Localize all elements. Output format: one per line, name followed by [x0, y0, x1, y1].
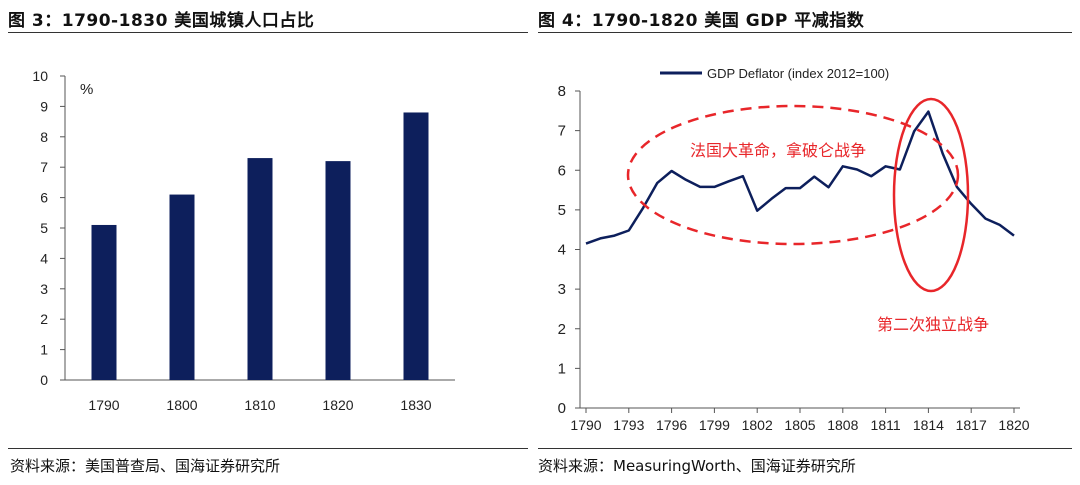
french-revolution-ellipse — [626, 104, 960, 246]
x-tick-label: 1799 — [699, 417, 730, 433]
x-tick-label: 1790 — [88, 397, 119, 413]
war-1812-label: 第二次独立战争 — [877, 316, 989, 334]
x-tick-label: 1800 — [166, 397, 197, 413]
x-tick-label: 1814 — [913, 417, 944, 433]
bar — [247, 158, 273, 380]
y-tick-label: 6 — [558, 162, 566, 179]
gdp-deflator-line-chart: 0 1 2 3 4 5 6 7 8 1790 1793 1796 1799 1802 1805 1808 181… — [558, 66, 1030, 433]
left-panel-title: 图 3：1790-1830 美国城镇人口占比 — [8, 11, 315, 31]
left-title-rule — [8, 32, 528, 33]
y-tick-label: 5 — [558, 202, 566, 219]
x-tick-label: 1810 — [244, 397, 275, 413]
right-source-rule — [538, 448, 1072, 449]
x-tick-label: 1830 — [400, 397, 431, 413]
left-source-rule — [8, 448, 528, 449]
gdp-deflator-series-line — [585, 110, 1015, 245]
y-tick-label: 4 — [40, 250, 48, 266]
x-tick-label: 1811 — [871, 417, 901, 433]
y-tick-label: 5 — [40, 220, 48, 236]
y-tick-label: 8 — [558, 83, 566, 100]
x-tick-label: 1793 — [613, 417, 644, 433]
french-revolution-label: 法国大革命，拿破仑战争 — [690, 141, 866, 160]
x-tick-label: 1802 — [742, 417, 773, 433]
y-tick-label: 1 — [558, 360, 566, 377]
right-panel-title: 图 4：1790-1820 美国 GDP 平减指数 — [538, 11, 865, 31]
right-source-note: 资料来源：MeasuringWorth、国海证券研究所 — [538, 457, 856, 475]
y-tick-label: 9 — [40, 98, 48, 114]
x-tick-label: 1796 — [656, 417, 687, 433]
y-tick-label: 3 — [558, 281, 566, 298]
y-tick-label: 2 — [40, 311, 48, 327]
y-tick-label: 0 — [40, 372, 48, 388]
x-tick-label: 1790 — [570, 417, 601, 433]
urban-population-bar-chart: 0 1 2 3 4 5 6 7 8 9 10% 1790 1800 1810 1820 1830 — [32, 68, 455, 413]
x-tick-label: 1805 — [784, 417, 815, 433]
bar — [91, 224, 117, 380]
legend-label: GDP Deflator (index 2012=100) — [707, 66, 889, 81]
y-tick-label: 10 — [32, 68, 48, 84]
y-tick-label: 3 — [40, 281, 48, 297]
x-tick-label: 1820 — [998, 417, 1029, 433]
y-tick-label: 1 — [40, 342, 48, 358]
y-tick-label: 0 — [558, 400, 566, 417]
y-tick-label: 2 — [558, 321, 566, 338]
x-tick-label: 1808 — [827, 417, 858, 433]
bar — [325, 161, 351, 380]
y-tick-label: 7 — [558, 123, 566, 140]
y-tick-label: 8 — [40, 129, 48, 145]
left-source-note: 资料来源：美国普查局、国海证券研究所 — [10, 457, 281, 475]
bar — [169, 194, 195, 380]
war-1812-ellipse — [892, 97, 970, 293]
unit-label: % — [80, 81, 93, 98]
right-title-rule — [538, 32, 1072, 33]
x-tick-label: 1820 — [322, 397, 353, 413]
y-tick-label: 7 — [40, 159, 48, 175]
bar — [403, 112, 429, 380]
y-tick-label: 4 — [558, 242, 566, 259]
y-tick-label: 6 — [40, 190, 48, 206]
x-tick-label: 1817 — [956, 417, 987, 433]
